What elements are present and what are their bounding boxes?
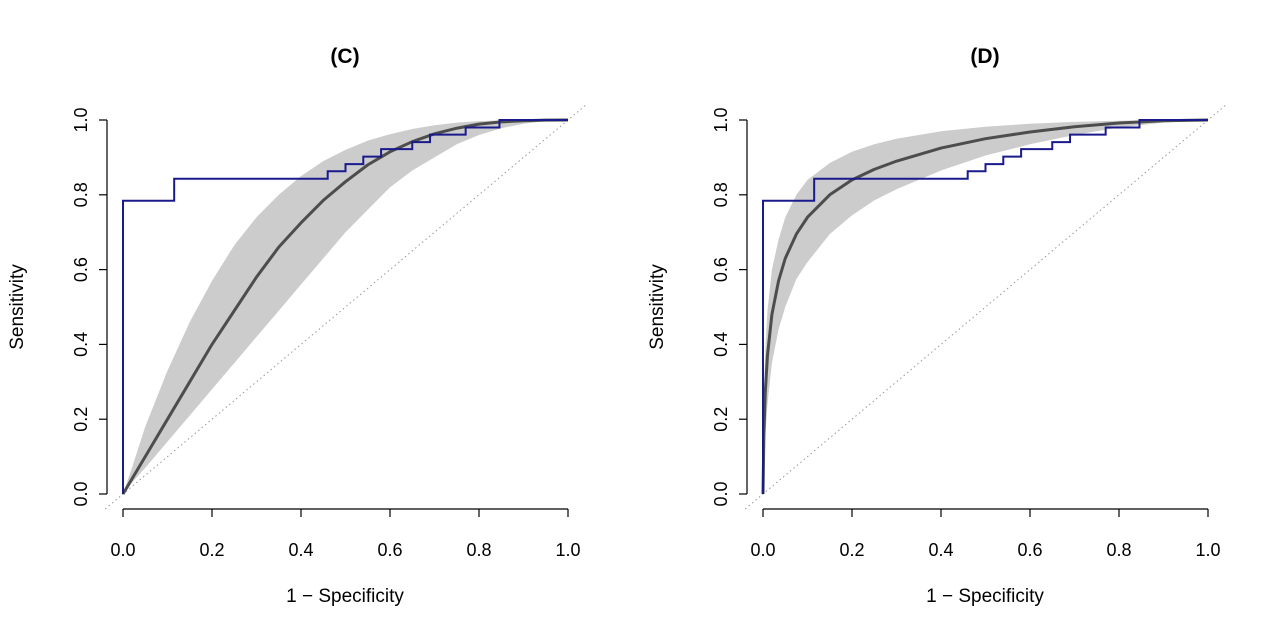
x-tick-label: 1.0 bbox=[555, 540, 580, 560]
x-tick-label: 0.4 bbox=[288, 540, 313, 560]
y-tick-label: 0.8 bbox=[711, 182, 731, 207]
x-tick-label: 0.2 bbox=[199, 540, 224, 560]
panel-d: (D) 1 − Specificity Sensitivity 0.0 0.2 0.… bbox=[647, 45, 1227, 607]
y-tick-label: 0.2 bbox=[711, 407, 731, 432]
panel-c: (C) 1 − Specificity Sensitivity 0.0 0.2 0.… bbox=[7, 45, 587, 607]
y-axis-label: Sensitivity bbox=[7, 264, 28, 350]
x-tick-label: 0.2 bbox=[839, 540, 864, 560]
y-axis-label: Sensitivity bbox=[647, 264, 668, 350]
y-tick-label: 0.0 bbox=[71, 481, 91, 506]
x-tick-label: 0.8 bbox=[466, 540, 491, 560]
y-tick-label: 0.2 bbox=[71, 407, 91, 432]
y-tick-label: 0.6 bbox=[71, 257, 91, 282]
chart-title: (C) bbox=[330, 45, 359, 68]
y-tick-label: 0.0 bbox=[711, 481, 731, 506]
empirical-roc-step bbox=[762, 119, 1208, 494]
x-tick-label: 1.0 bbox=[1195, 540, 1220, 560]
y-tick-label: 1.0 bbox=[71, 107, 91, 132]
x-tick-label: 0.8 bbox=[1106, 540, 1131, 560]
x-axis-label: 1 − Specificity bbox=[286, 586, 404, 607]
chart-title: (D) bbox=[970, 45, 999, 68]
y-tick-label: 0.4 bbox=[71, 332, 91, 357]
x-tick-label: 0.4 bbox=[928, 540, 953, 560]
empirical-roc-step bbox=[122, 119, 568, 494]
confidence-band bbox=[123, 120, 568, 494]
fitted-roc-curve bbox=[121, 118, 569, 495]
x-tick-label: 0.6 bbox=[1017, 540, 1042, 560]
chance-diagonal bbox=[104, 104, 587, 510]
chance-diagonal bbox=[744, 104, 1227, 510]
x-axis-label: 1 − Specificity bbox=[926, 586, 1044, 607]
fitted-roc-curve bbox=[761, 118, 1209, 495]
x-tick-label: 0.0 bbox=[110, 540, 135, 560]
y-tick-label: 0.6 bbox=[711, 257, 731, 282]
x-tick-label: 0.0 bbox=[750, 540, 775, 560]
y-tick-label: 1.0 bbox=[711, 107, 731, 132]
confidence-band bbox=[763, 120, 1208, 494]
y-tick-label: 0.8 bbox=[71, 182, 91, 207]
y-tick-label: 0.4 bbox=[711, 332, 731, 357]
x-tick-label: 0.6 bbox=[377, 540, 402, 560]
